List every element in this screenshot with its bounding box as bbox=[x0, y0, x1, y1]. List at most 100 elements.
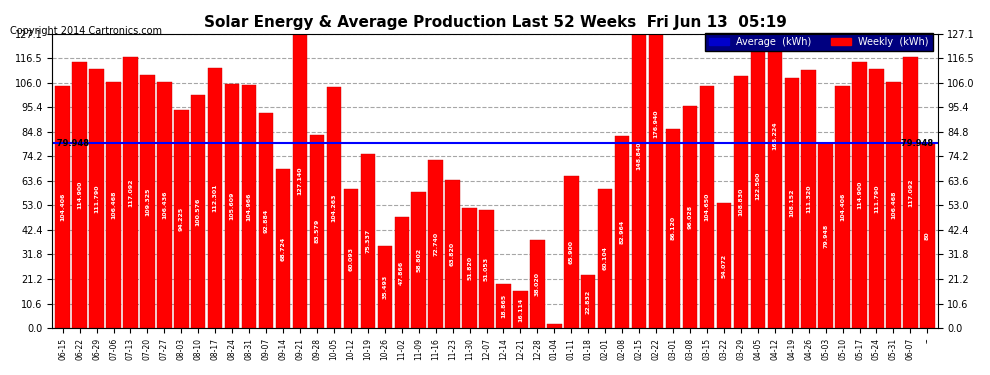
Text: 104.406: 104.406 bbox=[841, 193, 845, 221]
Bar bbox=[446, 180, 459, 328]
Text: 22.832: 22.832 bbox=[586, 290, 591, 314]
Text: 104.966: 104.966 bbox=[247, 192, 251, 221]
Text: 122.500: 122.500 bbox=[755, 172, 760, 201]
Bar bbox=[581, 275, 595, 328]
Text: 114.900: 114.900 bbox=[77, 181, 82, 209]
Text: 117.092: 117.092 bbox=[908, 178, 913, 207]
Text: 108.152: 108.152 bbox=[789, 189, 794, 217]
Text: 108.830: 108.830 bbox=[739, 188, 743, 216]
Bar bbox=[327, 87, 342, 328]
Bar bbox=[767, 0, 782, 328]
Bar bbox=[531, 240, 544, 328]
Bar bbox=[72, 62, 87, 328]
Bar bbox=[615, 136, 630, 328]
Bar bbox=[310, 135, 324, 328]
Text: 111.320: 111.320 bbox=[806, 185, 811, 213]
Text: 106.468: 106.468 bbox=[891, 190, 896, 219]
Bar bbox=[208, 68, 223, 328]
Text: 79.948: 79.948 bbox=[901, 138, 936, 147]
Bar bbox=[632, 0, 646, 328]
Bar bbox=[395, 217, 409, 328]
Bar bbox=[903, 57, 918, 328]
Bar bbox=[259, 113, 273, 328]
Bar bbox=[886, 82, 901, 328]
Text: 117.092: 117.092 bbox=[128, 178, 133, 207]
Text: Copyright 2014 Cartronics.com: Copyright 2014 Cartronics.com bbox=[10, 26, 162, 36]
Bar bbox=[293, 34, 307, 328]
Text: 51.820: 51.820 bbox=[467, 256, 472, 280]
Text: 94.225: 94.225 bbox=[179, 207, 184, 231]
Bar bbox=[784, 78, 799, 328]
Text: 109.325: 109.325 bbox=[145, 187, 149, 216]
Text: 127.140: 127.140 bbox=[298, 167, 303, 195]
Text: 82.964: 82.964 bbox=[620, 220, 625, 244]
Text: 96.028: 96.028 bbox=[687, 205, 692, 229]
Bar bbox=[377, 246, 392, 328]
Text: 100.576: 100.576 bbox=[196, 198, 201, 226]
Bar bbox=[225, 84, 240, 328]
Text: 104.406: 104.406 bbox=[60, 193, 65, 221]
Text: 86.120: 86.120 bbox=[670, 216, 675, 240]
Bar bbox=[547, 324, 561, 328]
Text: 35.493: 35.493 bbox=[382, 275, 387, 299]
Text: 60.104: 60.104 bbox=[603, 246, 608, 270]
Text: 112.301: 112.301 bbox=[213, 184, 218, 212]
Bar bbox=[683, 106, 697, 328]
Bar bbox=[242, 85, 256, 328]
Bar bbox=[666, 129, 680, 328]
Bar bbox=[496, 284, 511, 328]
Bar bbox=[462, 208, 477, 328]
Bar bbox=[836, 87, 849, 328]
Text: 111.790: 111.790 bbox=[94, 184, 99, 213]
Bar bbox=[750, 45, 765, 328]
Text: 83.579: 83.579 bbox=[315, 219, 320, 243]
Bar bbox=[191, 95, 206, 328]
Bar bbox=[479, 210, 494, 328]
Text: 106.436: 106.436 bbox=[162, 190, 167, 219]
Bar bbox=[157, 82, 171, 328]
Bar bbox=[429, 160, 443, 328]
Text: 104.650: 104.650 bbox=[705, 193, 710, 221]
Bar bbox=[360, 154, 375, 328]
Bar bbox=[141, 75, 154, 328]
Bar bbox=[513, 291, 528, 328]
Text: 114.900: 114.900 bbox=[857, 181, 862, 209]
Text: 176.940: 176.940 bbox=[653, 109, 658, 138]
Bar bbox=[124, 57, 138, 328]
Text: 47.866: 47.866 bbox=[399, 261, 404, 285]
Bar bbox=[852, 62, 866, 328]
Text: 79.948: 79.948 bbox=[54, 138, 89, 147]
Text: 58.802: 58.802 bbox=[416, 248, 421, 272]
Text: 106.468: 106.468 bbox=[111, 190, 116, 219]
Text: 65.900: 65.900 bbox=[569, 240, 574, 264]
Text: 79.948: 79.948 bbox=[823, 224, 828, 248]
Bar bbox=[564, 176, 578, 328]
Text: 63.820: 63.820 bbox=[450, 242, 455, 266]
Bar bbox=[802, 70, 816, 328]
Bar bbox=[648, 0, 663, 328]
Bar bbox=[700, 86, 714, 328]
Bar bbox=[89, 69, 104, 328]
Text: 51.053: 51.053 bbox=[484, 257, 489, 281]
Bar bbox=[106, 82, 121, 328]
Bar bbox=[598, 189, 613, 328]
Bar bbox=[920, 143, 935, 328]
Bar bbox=[734, 76, 748, 328]
Title: Solar Energy & Average Production Last 52 Weeks  Fri Jun 13  05:19: Solar Energy & Average Production Last 5… bbox=[204, 15, 786, 30]
Text: 72.740: 72.740 bbox=[434, 232, 439, 256]
Bar bbox=[869, 69, 884, 328]
Text: 166.224: 166.224 bbox=[772, 122, 777, 150]
Bar bbox=[55, 87, 70, 328]
Text: 60.093: 60.093 bbox=[348, 246, 353, 270]
Text: 38.020: 38.020 bbox=[535, 272, 540, 296]
Bar bbox=[717, 203, 731, 328]
Text: 16.114: 16.114 bbox=[518, 297, 523, 321]
Bar bbox=[276, 169, 290, 328]
Text: 54.072: 54.072 bbox=[722, 254, 727, 278]
Bar bbox=[819, 143, 833, 328]
Text: 111.790: 111.790 bbox=[874, 184, 879, 213]
Text: 75.337: 75.337 bbox=[365, 229, 370, 253]
Bar bbox=[174, 110, 188, 328]
Text: 104.263: 104.263 bbox=[332, 193, 337, 222]
Text: 92.884: 92.884 bbox=[263, 209, 268, 233]
